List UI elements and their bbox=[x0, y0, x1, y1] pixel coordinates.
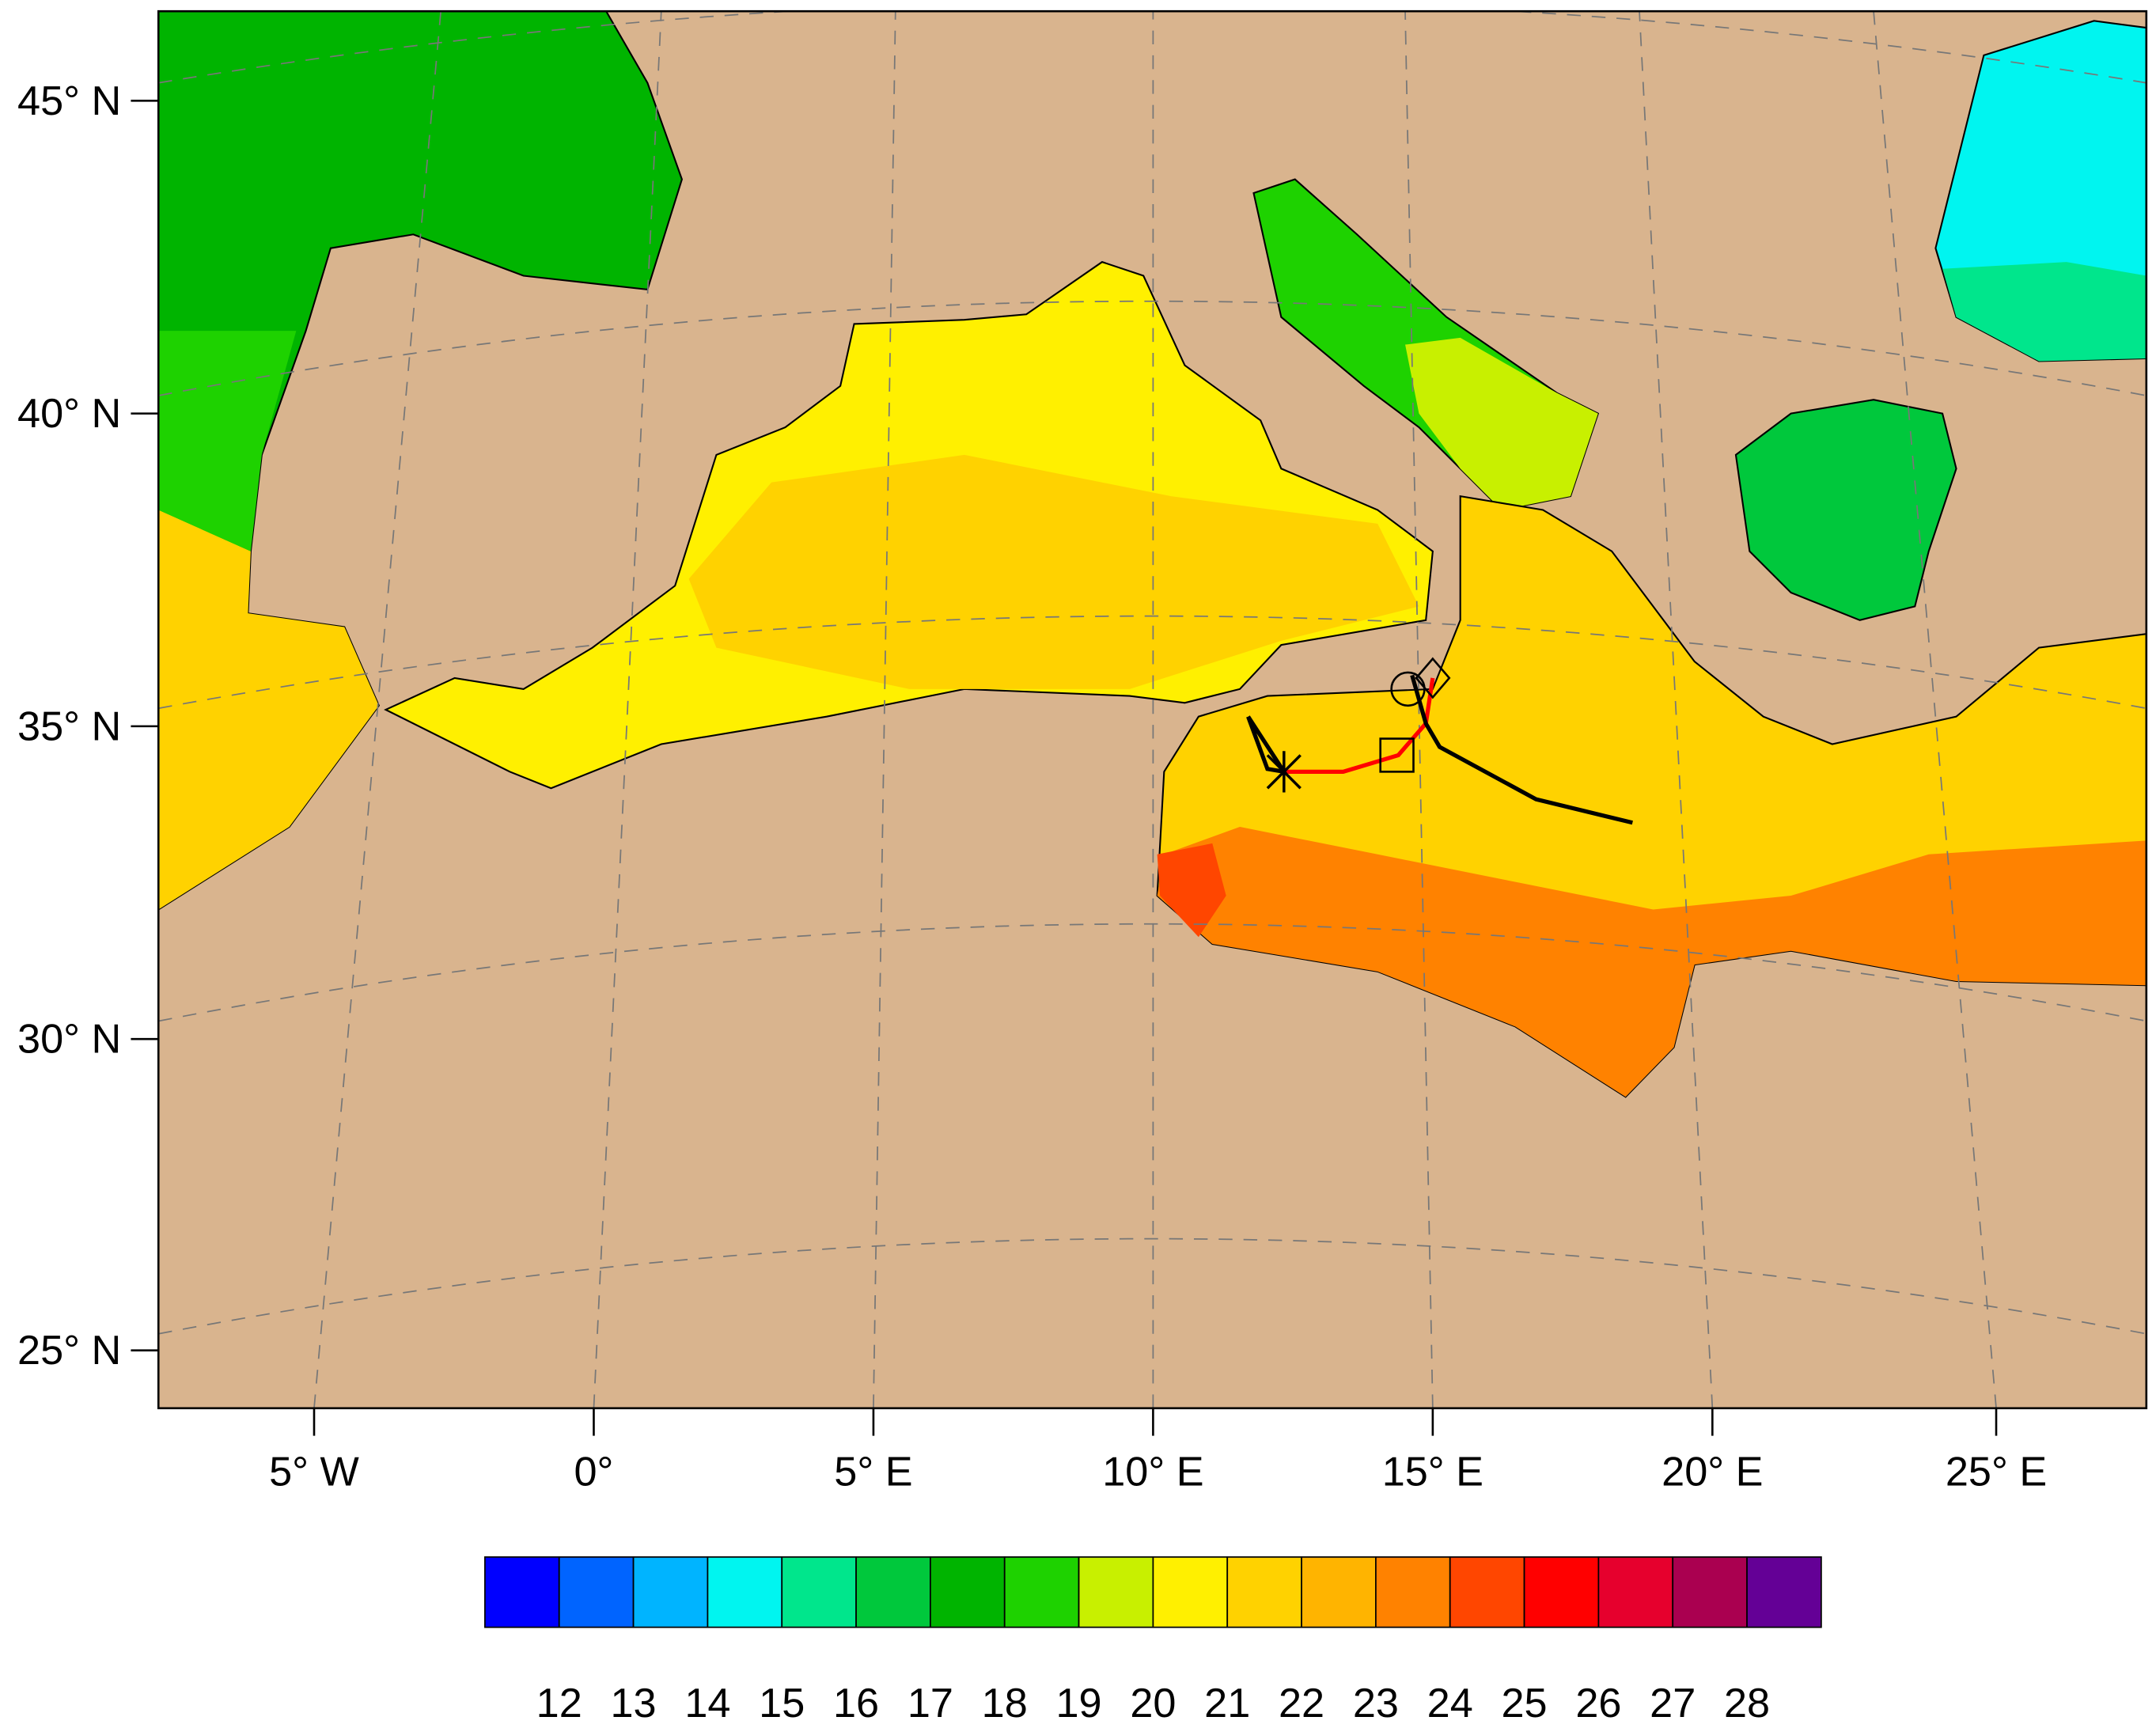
colorbar-box bbox=[855, 1556, 931, 1628]
colorbar-box bbox=[484, 1556, 560, 1628]
colorbar-label: 26 bbox=[1575, 1681, 1621, 1726]
colorbar-label: 24 bbox=[1427, 1681, 1473, 1726]
colorbar-label: 23 bbox=[1353, 1681, 1399, 1726]
track bbox=[1246, 657, 1633, 825]
colorbar-label: 27 bbox=[1650, 1681, 1696, 1726]
lat-label: 30° N bbox=[17, 1017, 121, 1063]
atlantic-warm bbox=[158, 510, 379, 910]
track-red bbox=[1283, 677, 1435, 774]
colorbar-box bbox=[632, 1556, 709, 1628]
colorbar-label: 14 bbox=[684, 1681, 730, 1726]
colorbar-box bbox=[1375, 1556, 1451, 1628]
adriatic-south bbox=[1405, 337, 1598, 510]
lon-label: 15° E bbox=[1382, 1449, 1483, 1495]
marker-star bbox=[1266, 751, 1302, 793]
colorbar-label: 16 bbox=[833, 1681, 879, 1726]
marker-diamond bbox=[1415, 657, 1451, 699]
lon-label: 20° E bbox=[1662, 1449, 1763, 1495]
lon-label: 5° W bbox=[269, 1449, 359, 1495]
graticule bbox=[158, 11, 2147, 1408]
colorbar-label: 25 bbox=[1502, 1681, 1548, 1726]
lat-label: 25° N bbox=[17, 1328, 121, 1374]
colorbar-box bbox=[1226, 1556, 1302, 1628]
lon-label: 5° E bbox=[834, 1449, 912, 1495]
gulf-of-gabes bbox=[1157, 843, 1226, 938]
colorbar-box bbox=[1003, 1556, 1080, 1628]
black-sea-south bbox=[1942, 262, 2147, 362]
colorbar-box bbox=[1078, 1556, 1154, 1628]
marker-square bbox=[1379, 737, 1415, 773]
colorbar-label: 22 bbox=[1279, 1681, 1324, 1726]
lat-label: 45° N bbox=[17, 78, 121, 124]
colorbar-label: 19 bbox=[1056, 1681, 1102, 1726]
colorbar-label: 28 bbox=[1724, 1681, 1770, 1726]
colorbar-label: 18 bbox=[982, 1681, 1028, 1726]
colorbar-box bbox=[781, 1556, 857, 1628]
colorbar-box bbox=[1672, 1556, 1748, 1628]
colorbar-box bbox=[1449, 1556, 1525, 1628]
colorbar-box bbox=[1597, 1556, 1674, 1628]
lon-label: 0° bbox=[574, 1449, 613, 1495]
colorbar-label: 20 bbox=[1130, 1681, 1176, 1726]
colorbar-label: 15 bbox=[759, 1681, 805, 1726]
colorbar-box bbox=[1523, 1556, 1600, 1628]
colorbar-label: 17 bbox=[907, 1681, 953, 1726]
colorbar-label: 21 bbox=[1204, 1681, 1250, 1726]
colorbar-box bbox=[707, 1556, 783, 1628]
lon-label: 25° E bbox=[1946, 1449, 2047, 1495]
colorbar-label: 12 bbox=[536, 1681, 582, 1726]
lat-label: 35° N bbox=[17, 703, 121, 749]
western-med-warm bbox=[688, 454, 1419, 689]
colorbar-box bbox=[1152, 1556, 1229, 1628]
colorbar-box bbox=[558, 1556, 635, 1628]
colorbar-box bbox=[930, 1556, 1006, 1628]
track-black bbox=[1246, 715, 1289, 775]
lat-label: 40° N bbox=[17, 391, 121, 437]
colorbar-box bbox=[1746, 1556, 1822, 1628]
track-black bbox=[1410, 674, 1633, 825]
atlantic-mid bbox=[158, 331, 297, 551]
colorbar-label: 13 bbox=[611, 1681, 657, 1726]
aegean bbox=[1734, 399, 1957, 621]
colorbar-box bbox=[1301, 1556, 1377, 1628]
libyan-coast bbox=[1157, 826, 2147, 1097]
lon-label: 10° E bbox=[1102, 1449, 1203, 1495]
